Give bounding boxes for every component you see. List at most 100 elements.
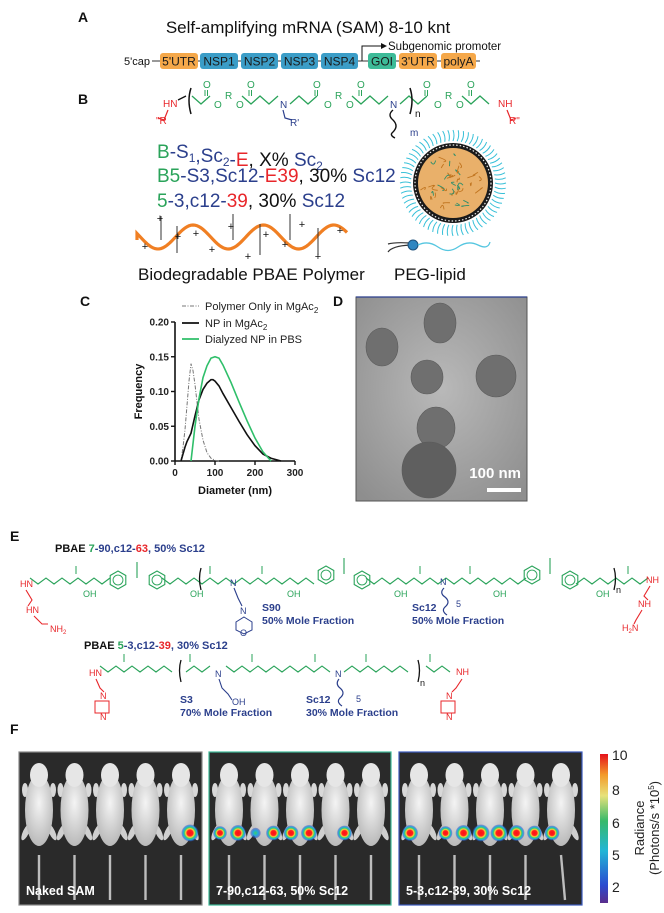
peg-chain [442, 224, 444, 235]
ring-aromatic [527, 570, 537, 580]
peg-chain [428, 220, 433, 230]
peg-chain [402, 195, 413, 198]
radiance-label: Radiance [632, 801, 647, 856]
panel-c: C 0.000.050.100.150.200 100 200 300Diameter… [80, 293, 319, 497]
peg-chain [448, 130, 450, 141]
bond [34, 616, 48, 624]
structure-7-90-title: PBAE 7-90,c12-63, 50% Sc12 [55, 543, 205, 555]
mouse-head [137, 763, 155, 787]
bond [192, 96, 210, 104]
polymer-core [418, 148, 488, 218]
positive-charge-icon: + [175, 231, 181, 243]
atom-label: n [415, 109, 421, 120]
atom-label: O [357, 80, 365, 91]
atom-label: OH [83, 589, 97, 599]
nanoparticle [411, 360, 443, 394]
atom-label: OH [232, 697, 246, 707]
repeat-bracket [189, 88, 412, 114]
atom-label: HN [26, 605, 39, 615]
text-part: 39 [227, 191, 248, 212]
radiance-colorbar [600, 754, 608, 903]
positive-charge-icon: + [315, 251, 321, 263]
figure-canvas: A Self-amplifying mRNA (SAM) 8-10 knt 5'… [0, 0, 664, 913]
atom-label: O [434, 100, 442, 111]
atom-label: OH [287, 589, 301, 599]
gene-segment-label: polyA [443, 55, 473, 69]
nanoparticle [424, 303, 456, 343]
peg-lipid-icon [388, 240, 490, 252]
text-part: 39 [159, 640, 171, 652]
ring-aromatic [321, 570, 331, 580]
sc12-fraction: 50% Mole Fraction [412, 615, 504, 627]
colorbar-tick: 2 [612, 879, 620, 895]
atom-label: O [240, 628, 247, 638]
legend-text: NP in MgAc [205, 318, 263, 330]
bond [100, 666, 172, 672]
ring [354, 571, 370, 589]
mouse-head [362, 763, 380, 787]
peg-chain [469, 134, 473, 144]
scale-bar [487, 488, 521, 492]
peg-chain [461, 224, 463, 235]
s3-label: S3 [180, 694, 193, 706]
bond [452, 679, 462, 692]
bond [186, 666, 210, 672]
peg-chain [495, 183, 506, 184]
nomenclature-b5-s3: B5-S3,Sc12-E39, 30% Sc12 [157, 166, 396, 187]
ring [524, 566, 540, 584]
atom-label: N [240, 606, 247, 616]
panel-label-f: F [10, 721, 19, 737]
bioluminescence-signal [230, 825, 246, 841]
panel-label-b: B [78, 91, 88, 107]
positive-charge-icon: + [263, 229, 269, 241]
pbae-general-structure: HN "R N R' N NH R" n m O O O O O O O R O… [156, 80, 520, 139]
bioluminescence-signal [213, 826, 227, 840]
y-tick-label: 0.00 [150, 457, 170, 468]
peg-chain [404, 199, 414, 203]
nomenclature-5-3: 5-3,c12-39, 30% Sc12 [157, 191, 345, 212]
s90-fraction: 50% Mole Fraction [262, 615, 354, 627]
mouse-head [66, 763, 84, 787]
cap-label: 5'cap [124, 56, 150, 68]
y-axis-label: Frequency [133, 363, 145, 420]
ring [110, 571, 126, 589]
peg-lipid-label: PEG-lipid [394, 265, 466, 284]
atom-label: NH [646, 575, 659, 585]
bioluminescence-signal [182, 825, 199, 842]
group-label: 5-3,c12-39, 30% Sc12 [406, 884, 531, 898]
gene-segment-label: NSP4 [324, 55, 356, 69]
atom-label: NH2 [50, 624, 67, 636]
text-part: -S3,Sc12- [180, 166, 264, 187]
legend-text: Polymer Only in MgAc [205, 301, 314, 313]
atom-label: NH [638, 599, 651, 609]
legend-entry: Polymer Only in MgAc2 [205, 301, 319, 315]
bioluminescence-signal [491, 825, 508, 842]
atom-label: HN [163, 99, 177, 110]
mouse-head [327, 763, 345, 787]
atom-label: OH [493, 589, 507, 599]
atom-label: O [324, 100, 332, 111]
pbae-polymer-illustration: +++ +++++++++ [137, 213, 347, 263]
panel-label-a: A [78, 9, 88, 25]
positive-charge-icon: + [299, 219, 305, 231]
mouse-head [101, 763, 119, 787]
bioluminescence-signal [527, 826, 542, 841]
peg-chain [492, 163, 502, 167]
text-part: B [157, 142, 170, 163]
mouse-head [291, 763, 309, 787]
mouse-head [517, 763, 535, 787]
structure-5-3-atoms: HN NH N N N N N OH N 5 n S3 70% Mole Fra… [89, 667, 469, 722]
peg-chain [438, 223, 441, 234]
legend-text: Dialyzed NP in PBS [205, 334, 302, 346]
bioluminescence-signal [439, 826, 453, 840]
bioluminescence-signal [473, 825, 490, 842]
atom-label: NH [456, 667, 469, 677]
positive-charge-icon: + [245, 251, 251, 263]
alkyl-chain [337, 679, 343, 706]
positive-charge-icon: + [193, 228, 199, 240]
atom-label: N [230, 578, 237, 588]
peg-chain [493, 168, 504, 171]
ring-aromatic [565, 575, 575, 585]
bioluminescence-signal [337, 826, 352, 841]
peg-chain [433, 222, 437, 232]
